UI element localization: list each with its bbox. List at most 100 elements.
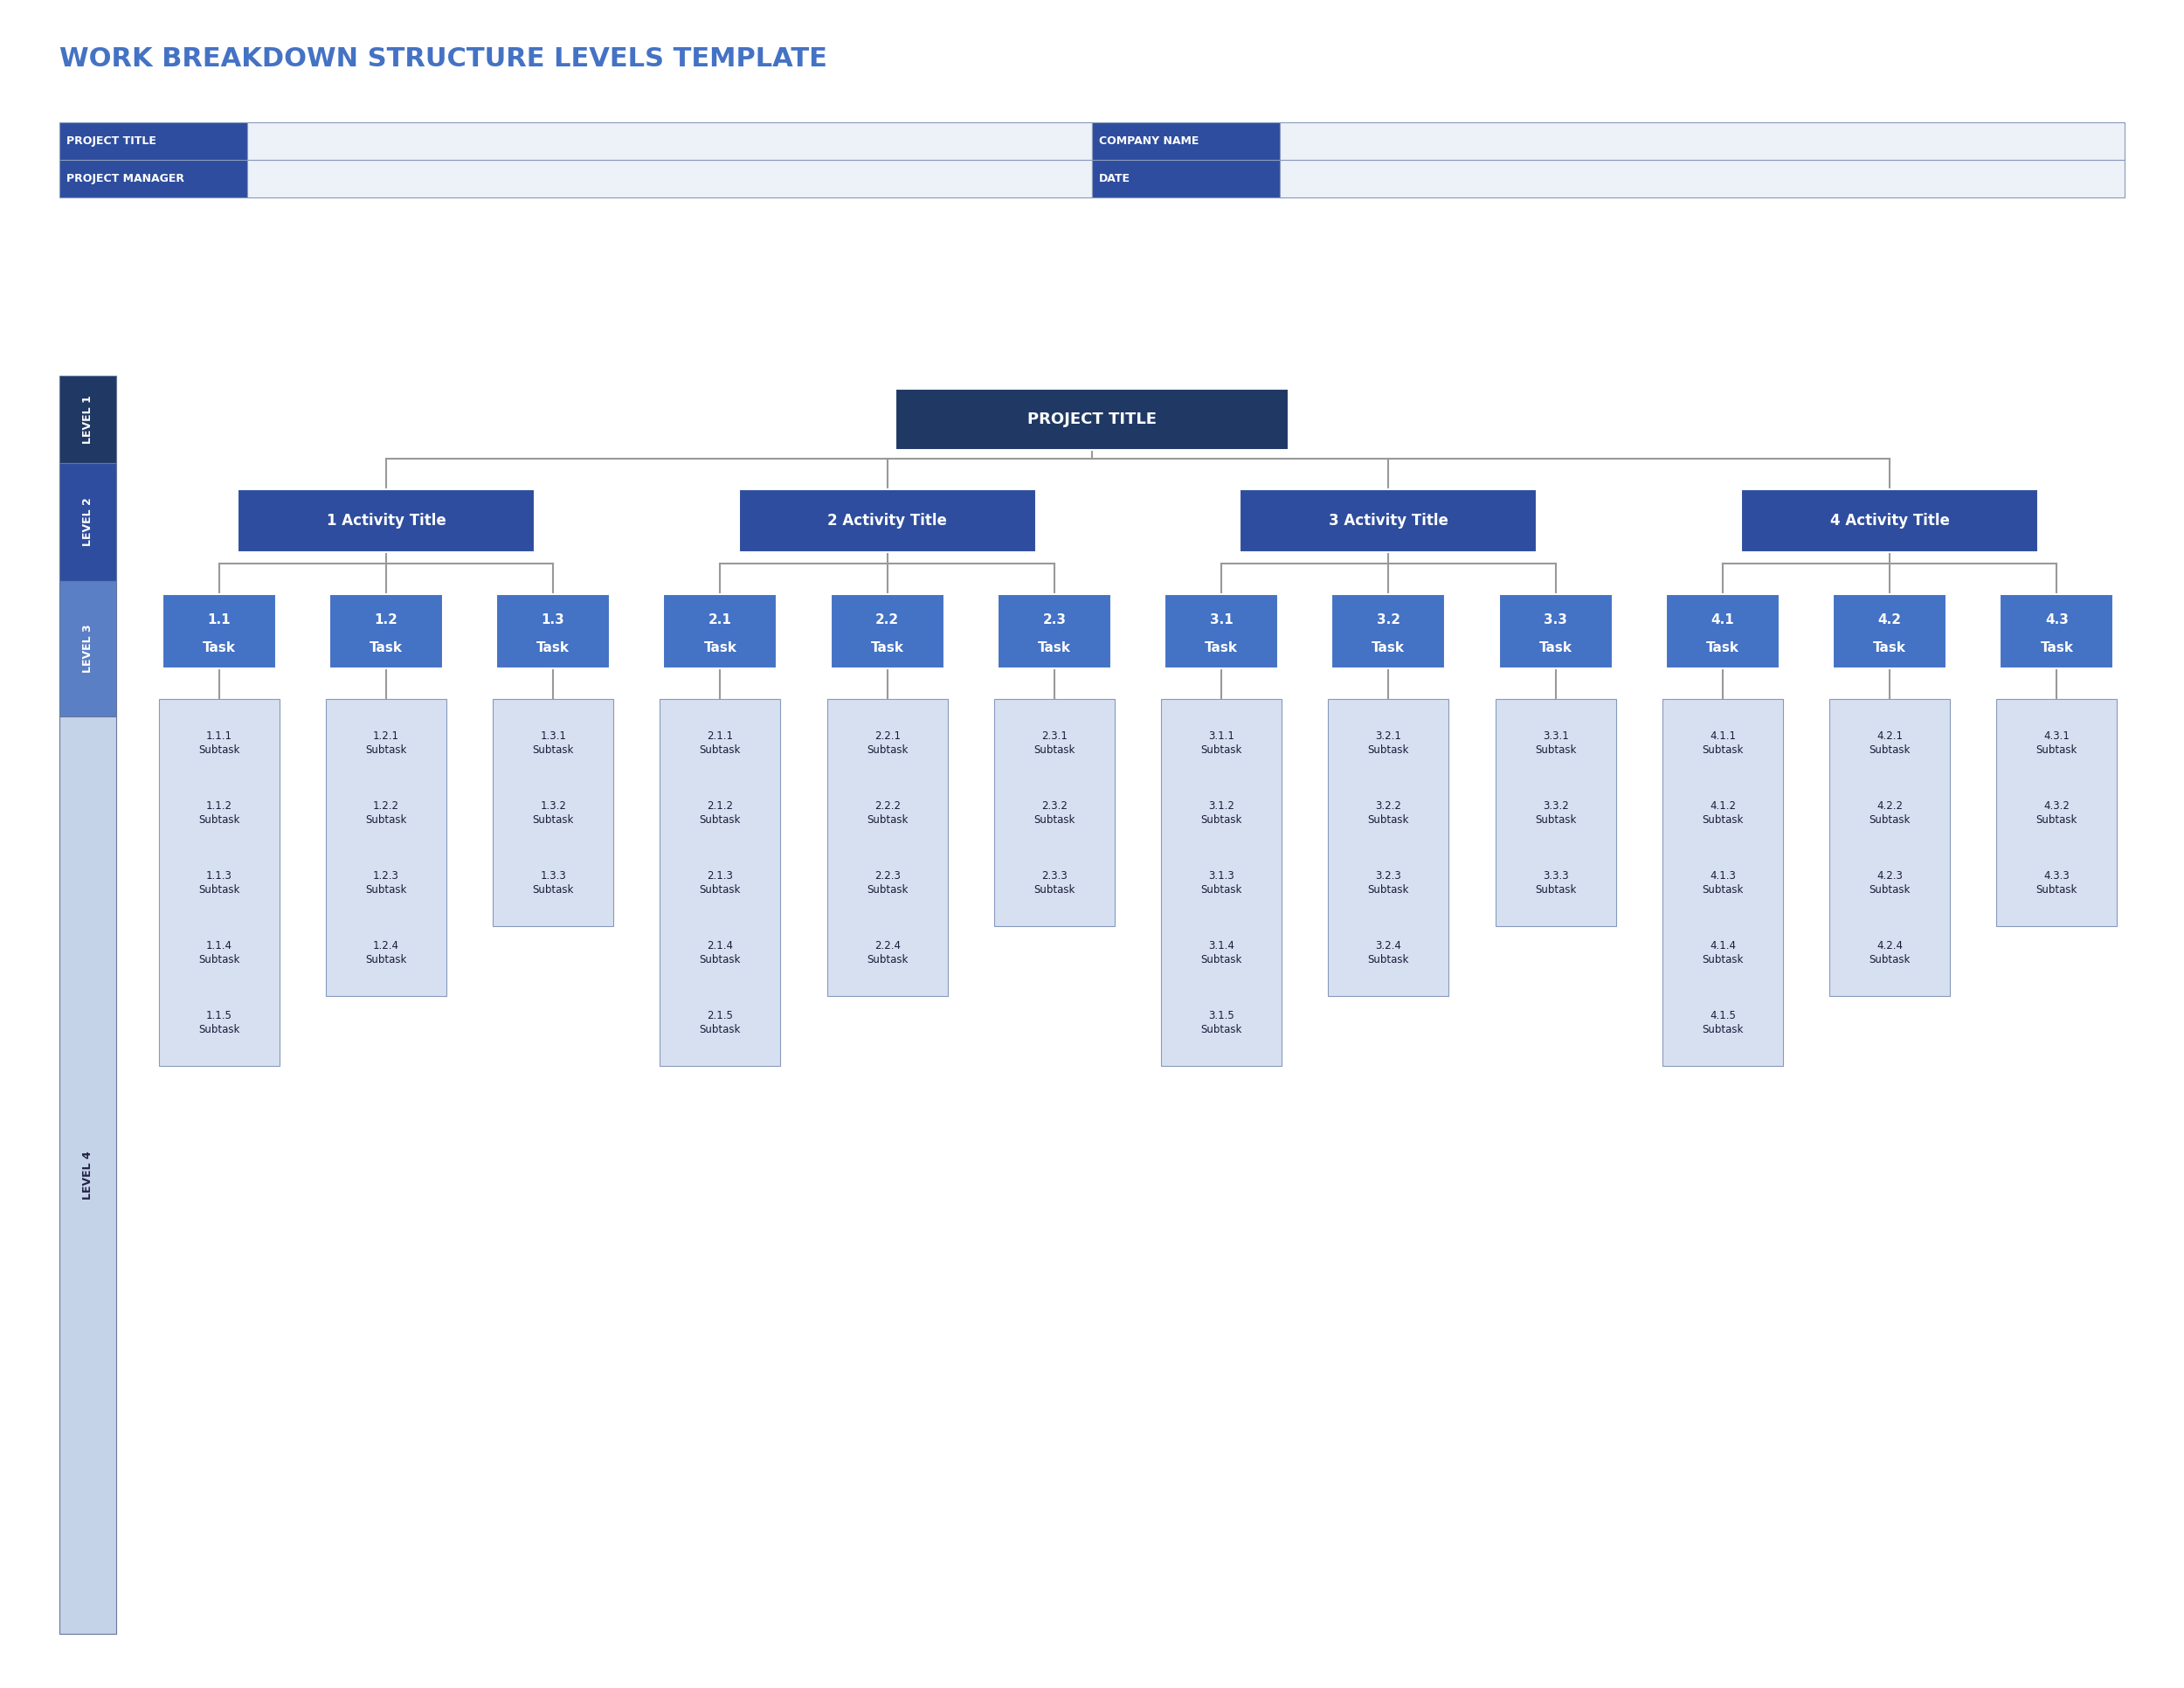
Text: Task: Task xyxy=(2040,641,2073,655)
Text: LEVEL 3: LEVEL 3 xyxy=(83,625,94,674)
Text: DATE: DATE xyxy=(1099,172,1131,184)
Bar xyxy=(59,122,247,160)
Text: 3.1.4
Subtask: 3.1.4 Subtask xyxy=(1201,940,1243,966)
Text: Task: Task xyxy=(1037,641,1070,655)
Text: 2.3.3
Subtask: 2.3.3 Subtask xyxy=(1033,869,1075,895)
Text: 4.1.4
Subtask: 4.1.4 Subtask xyxy=(1701,940,1743,966)
Bar xyxy=(330,594,443,668)
Text: 2.1.2
Subtask: 2.1.2 Subtask xyxy=(699,800,740,825)
Text: 4.2.1
Subtask: 4.2.1 Subtask xyxy=(1870,729,1911,755)
Bar xyxy=(1832,594,1946,668)
Bar xyxy=(325,699,446,996)
Text: Task: Task xyxy=(1874,641,1907,655)
Text: 3.1.2
Subtask: 3.1.2 Subtask xyxy=(1201,800,1243,825)
Bar xyxy=(59,716,116,1634)
Text: 4.1.2
Subtask: 4.1.2 Subtask xyxy=(1701,800,1743,825)
Text: 3.2.4
Subtask: 3.2.4 Subtask xyxy=(1367,940,1409,966)
Text: COMPANY NAME: COMPANY NAME xyxy=(1099,135,1199,147)
Text: 3.2: 3.2 xyxy=(1376,613,1400,626)
Bar xyxy=(496,594,609,668)
Text: PROJECT TITLE: PROJECT TITLE xyxy=(66,135,157,147)
Text: Task: Task xyxy=(1206,641,1238,655)
Text: 2.2: 2.2 xyxy=(876,613,900,626)
Text: 4 Activity Title: 4 Activity Title xyxy=(1830,513,1950,528)
Text: 4.3.3
Subtask: 4.3.3 Subtask xyxy=(2035,869,2077,895)
Bar xyxy=(59,581,116,716)
Text: 2.3.1
Subtask: 2.3.1 Subtask xyxy=(1033,729,1075,755)
Text: 3.1.3
Subtask: 3.1.3 Subtask xyxy=(1201,869,1243,895)
Bar xyxy=(830,594,943,668)
Text: Task: Task xyxy=(203,641,236,655)
Text: 2 Activity Title: 2 Activity Title xyxy=(828,513,948,528)
Text: 1.1.4
Subtask: 1.1.4 Subtask xyxy=(199,940,240,966)
Bar xyxy=(1830,699,1950,996)
Text: 3.1: 3.1 xyxy=(1210,613,1234,626)
Bar xyxy=(1332,594,1446,668)
Bar xyxy=(1741,490,2038,552)
Bar xyxy=(1328,699,1448,996)
Text: 1.3.2
Subtask: 1.3.2 Subtask xyxy=(533,800,574,825)
Text: 4.1.1
Subtask: 4.1.1 Subtask xyxy=(1701,729,1743,755)
Bar xyxy=(162,594,275,668)
Text: 4.2: 4.2 xyxy=(1878,613,1902,626)
Bar xyxy=(895,388,1289,451)
Text: 1.2.4
Subtask: 1.2.4 Subtask xyxy=(365,940,406,966)
Text: PROJECT MANAGER: PROJECT MANAGER xyxy=(66,172,183,184)
Bar xyxy=(2001,594,2114,668)
Bar xyxy=(59,160,247,197)
Text: 1.2: 1.2 xyxy=(373,613,397,626)
Text: 1.1: 1.1 xyxy=(207,613,232,626)
Text: 1 Activity Title: 1 Activity Title xyxy=(325,513,446,528)
Bar xyxy=(247,122,1092,160)
Text: 1.1.1
Subtask: 1.1.1 Subtask xyxy=(199,729,240,755)
Text: Task: Task xyxy=(1706,641,1738,655)
Bar xyxy=(738,490,1035,552)
Bar xyxy=(1241,490,1538,552)
Text: 3.1.5
Subtask: 3.1.5 Subtask xyxy=(1201,1009,1243,1035)
Bar xyxy=(247,160,1092,197)
Text: 3.2.3
Subtask: 3.2.3 Subtask xyxy=(1367,869,1409,895)
Text: 4.1.5
Subtask: 4.1.5 Subtask xyxy=(1701,1009,1743,1035)
Text: 4.3.2
Subtask: 4.3.2 Subtask xyxy=(2035,800,2077,825)
Bar xyxy=(1996,699,2116,927)
Text: 2.1.4
Subtask: 2.1.4 Subtask xyxy=(699,940,740,966)
Text: 2.3: 2.3 xyxy=(1042,613,1066,626)
Text: 2.1.3
Subtask: 2.1.3 Subtask xyxy=(699,869,740,895)
Text: 1.1.3
Subtask: 1.1.3 Subtask xyxy=(199,869,240,895)
Text: 1.2.3
Subtask: 1.2.3 Subtask xyxy=(365,869,406,895)
Bar xyxy=(1092,160,1280,197)
Text: PROJECT TITLE: PROJECT TITLE xyxy=(1026,412,1158,427)
Bar xyxy=(660,699,780,1065)
Bar xyxy=(1496,699,1616,927)
Text: 3 Activity Title: 3 Activity Title xyxy=(1328,513,1448,528)
Bar xyxy=(1280,122,2125,160)
Text: 3.3.2
Subtask: 3.3.2 Subtask xyxy=(1535,800,1577,825)
Bar xyxy=(59,376,116,463)
Text: 3.3.1
Subtask: 3.3.1 Subtask xyxy=(1535,729,1577,755)
Bar xyxy=(1498,594,1612,668)
Text: 1.3.3
Subtask: 1.3.3 Subtask xyxy=(533,869,574,895)
Bar xyxy=(159,699,280,1065)
Text: 4.1: 4.1 xyxy=(1710,613,1734,626)
Text: 1.3: 1.3 xyxy=(542,613,566,626)
Text: Task: Task xyxy=(871,641,904,655)
Text: Task: Task xyxy=(369,641,402,655)
Bar xyxy=(1164,594,1278,668)
Text: 4.2.2
Subtask: 4.2.2 Subtask xyxy=(1870,800,1911,825)
Bar xyxy=(1666,594,1780,668)
Bar xyxy=(494,699,614,927)
Text: 4.1.3
Subtask: 4.1.3 Subtask xyxy=(1701,869,1743,895)
Text: 1.1.2
Subtask: 1.1.2 Subtask xyxy=(199,800,240,825)
Text: Task: Task xyxy=(537,641,570,655)
Text: 1.1.5
Subtask: 1.1.5 Subtask xyxy=(199,1009,240,1035)
Text: LEVEL 2: LEVEL 2 xyxy=(83,498,94,547)
Bar xyxy=(664,594,778,668)
Text: 3.1.1
Subtask: 3.1.1 Subtask xyxy=(1201,729,1243,755)
Text: Task: Task xyxy=(1372,641,1404,655)
Text: 2.3.2
Subtask: 2.3.2 Subtask xyxy=(1033,800,1075,825)
Bar xyxy=(1662,699,1782,1065)
Bar xyxy=(1162,699,1282,1065)
Text: Task: Task xyxy=(703,641,736,655)
Text: 2.2.2
Subtask: 2.2.2 Subtask xyxy=(867,800,909,825)
Bar xyxy=(828,699,948,996)
